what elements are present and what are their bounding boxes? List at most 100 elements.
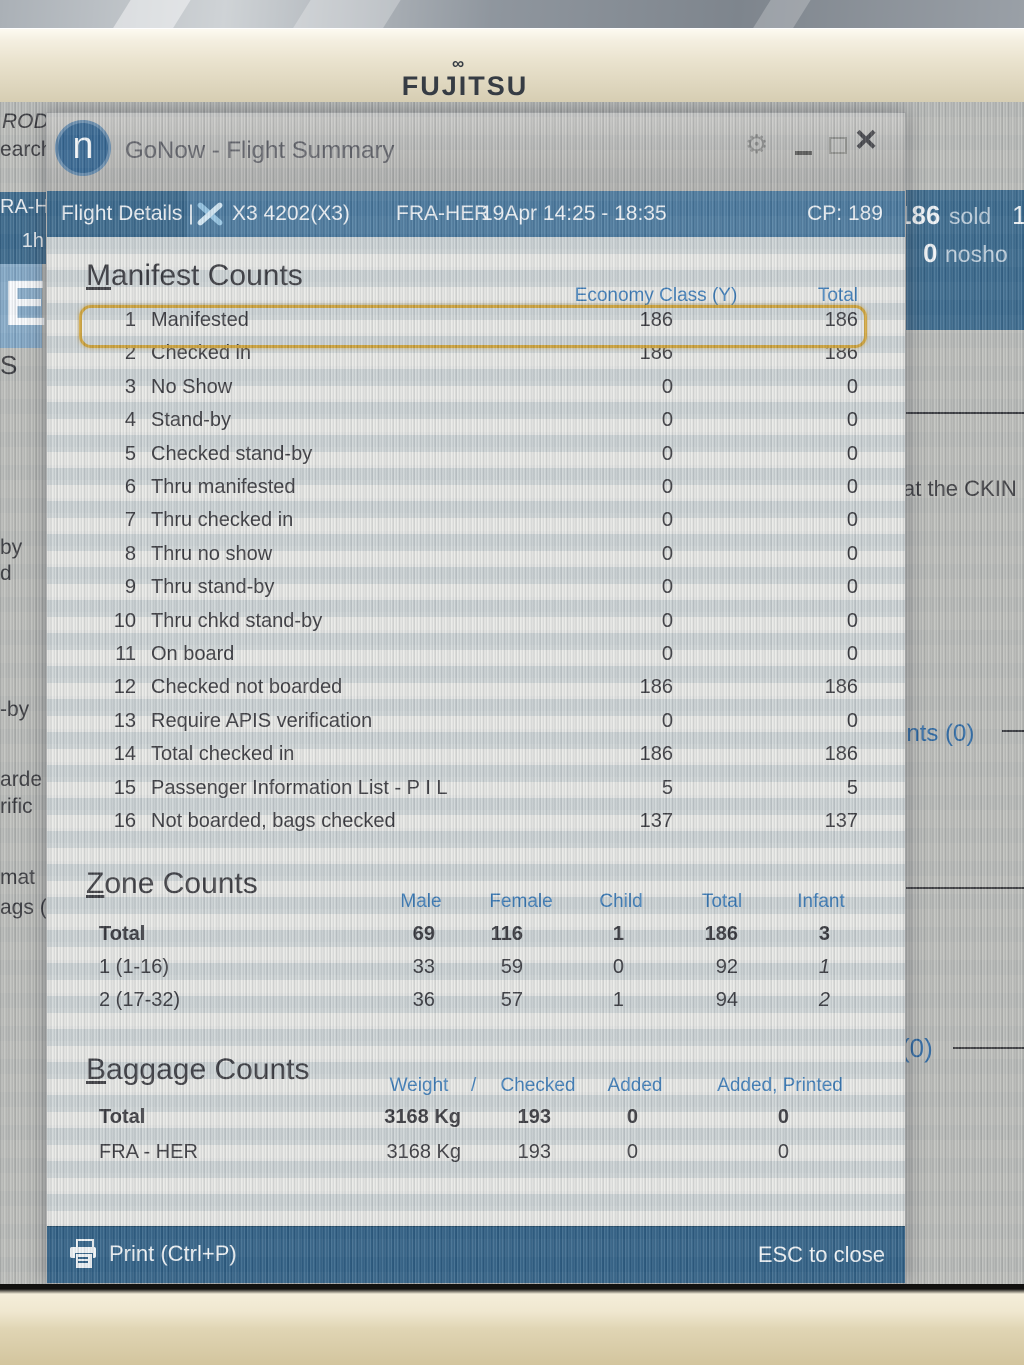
flight-details-highlight (187, 191, 905, 237)
row-economy: 0 (661, 443, 673, 465)
flight-details-bar: Flight Details | X3 4202(X3) FRA-HER 19A… (47, 191, 905, 237)
bg-fragment-ra-h: RA-H (0, 196, 49, 218)
zone-total: 94 (715, 989, 738, 1011)
flight-details-label: Flight Details | (61, 202, 194, 225)
close-icon[interactable]: × (855, 119, 878, 161)
row-number: 16 (113, 810, 136, 832)
row-label: 1 (1-16) (99, 956, 170, 978)
row-economy: 5 (661, 777, 673, 799)
manifest-row: 7 Thru checked in 0 0 (47, 509, 905, 539)
manifest-row: 1 Manifested 186 186 (47, 309, 905, 339)
bg-fragment-big-e: E (4, 267, 47, 339)
heading-initial: B (86, 1053, 107, 1086)
zone-total: 92 (715, 956, 738, 978)
monitor-bezel-bottom (0, 1284, 1024, 1365)
column-header-slash: / (471, 1075, 477, 1096)
row-label: Thru manifested (151, 476, 296, 498)
row-number: 8 (124, 543, 136, 565)
baggage-weight: 3168 Kg (386, 1141, 461, 1163)
bg-fragment-arde: arde (0, 768, 43, 791)
row-total: 0 (846, 509, 858, 531)
esc-to-close-hint[interactable]: ESC to close (757, 1242, 885, 1267)
zone-row: 2 (17-32) 36 57 1 94 2 (47, 989, 905, 1019)
fujitsu-infinity-icon: ∞ (452, 54, 465, 73)
bg-sold-label: sold (949, 203, 992, 229)
baggage-added: 0 (626, 1141, 638, 1163)
zone-male: 33 (412, 956, 435, 978)
bg-divider-line (900, 887, 1024, 889)
flight-number: X3 4202(X3) (232, 202, 350, 225)
column-header-weight: Weight (389, 1075, 449, 1096)
heading-initial: Z (86, 867, 105, 900)
row-label: Thru no show (151, 543, 273, 565)
row-total: 0 (846, 376, 858, 398)
manifest-row: 11 On board 0 0 (47, 643, 905, 673)
bg-fragment-dash-by: -by (0, 698, 30, 721)
zone-child: 1 (612, 989, 624, 1011)
column-header-female: Female (489, 891, 553, 912)
dialog-body (47, 237, 905, 1226)
row-total: 137 (824, 810, 858, 832)
row-number: 15 (113, 777, 136, 799)
row-economy: 0 (661, 376, 673, 398)
row-economy: 0 (661, 710, 673, 732)
row-number: 3 (124, 376, 136, 398)
row-economy: 0 (661, 409, 673, 431)
row-economy: 0 (661, 610, 673, 632)
maximize-icon[interactable] (829, 137, 847, 154)
row-number: 2 (124, 342, 136, 364)
bg-fragment-blue-strip: RA-H 1h (0, 192, 49, 264)
row-label: Total checked in (151, 743, 295, 765)
baggage-checked: 193 (517, 1106, 551, 1128)
gonow-app-icon: n (55, 120, 111, 176)
column-header-added: Added (607, 1075, 663, 1096)
manifest-row: 6 Thru manifested 0 0 (47, 476, 905, 506)
bg-fragment-1h: 1h (21, 230, 44, 252)
manifested-row-highlight (79, 305, 867, 348)
row-label: Stand-by (151, 409, 232, 431)
manifest-row: 5 Checked stand-by 0 0 (47, 443, 905, 473)
zone-child: 0 (612, 956, 624, 978)
row-total: 0 (846, 643, 858, 665)
zone-male: 36 (412, 989, 435, 1011)
manifest-row: 8 Thru no show 0 0 (47, 543, 905, 573)
printer-icon (69, 1239, 99, 1269)
row-total: 0 (846, 409, 858, 431)
manifest-row: 14 Total checked in 186 186 (47, 743, 905, 773)
bg-fragment-by: by (0, 536, 23, 559)
heading-rest: anifest Counts (111, 259, 303, 292)
minimize-icon[interactable] (795, 151, 812, 155)
flight-route: FRA-HER (396, 202, 490, 225)
print-button[interactable]: Print (Ctrl+P) (67, 1235, 327, 1275)
column-header-zone-total: Total (701, 891, 743, 912)
bg-fragment-mat: mat (0, 866, 36, 889)
settings-gear-icon[interactable]: ⚙ (745, 129, 769, 159)
bg-divider-line (1002, 730, 1024, 732)
zone-row-total: Total 69 116 1 186 3 (47, 923, 905, 953)
manifest-row: 10 Thru chkd stand-by 0 0 (47, 610, 905, 640)
manifest-row: 9 Thru stand-by 0 0 (47, 576, 905, 606)
zone-female: 116 (490, 923, 523, 945)
row-economy: 0 (661, 643, 673, 665)
row-label: No Show (151, 376, 233, 398)
row-number: 1 (124, 309, 136, 331)
row-number: 9 (124, 576, 136, 598)
manifest-row: 3 No Show 0 0 (47, 376, 905, 406)
title-bar[interactable]: n GoNow - Flight Summary ⚙ × (47, 113, 905, 192)
gonow-flight-summary-window: n GoNow - Flight Summary ⚙ × Flight Deta… (46, 112, 906, 1284)
bg-fragment-s: S (0, 350, 18, 380)
row-total: 0 (846, 476, 858, 498)
zone-female: 59 (500, 956, 523, 978)
baggage-added: 0 (626, 1106, 638, 1128)
flight-capacity: CP: 189 (807, 202, 883, 225)
row-total: 0 (846, 610, 858, 632)
row-label: Total (99, 1106, 146, 1128)
row-label: Thru stand-by (151, 576, 275, 598)
zone-male: 69 (412, 923, 435, 945)
row-economy: 0 (661, 576, 673, 598)
row-label: Thru checked in (151, 509, 294, 531)
monitor-bezel-top: FUJITSU ∞ (0, 28, 1024, 103)
row-label: FRA - HER (99, 1141, 198, 1163)
row-label: Require APIS verification (151, 710, 373, 732)
